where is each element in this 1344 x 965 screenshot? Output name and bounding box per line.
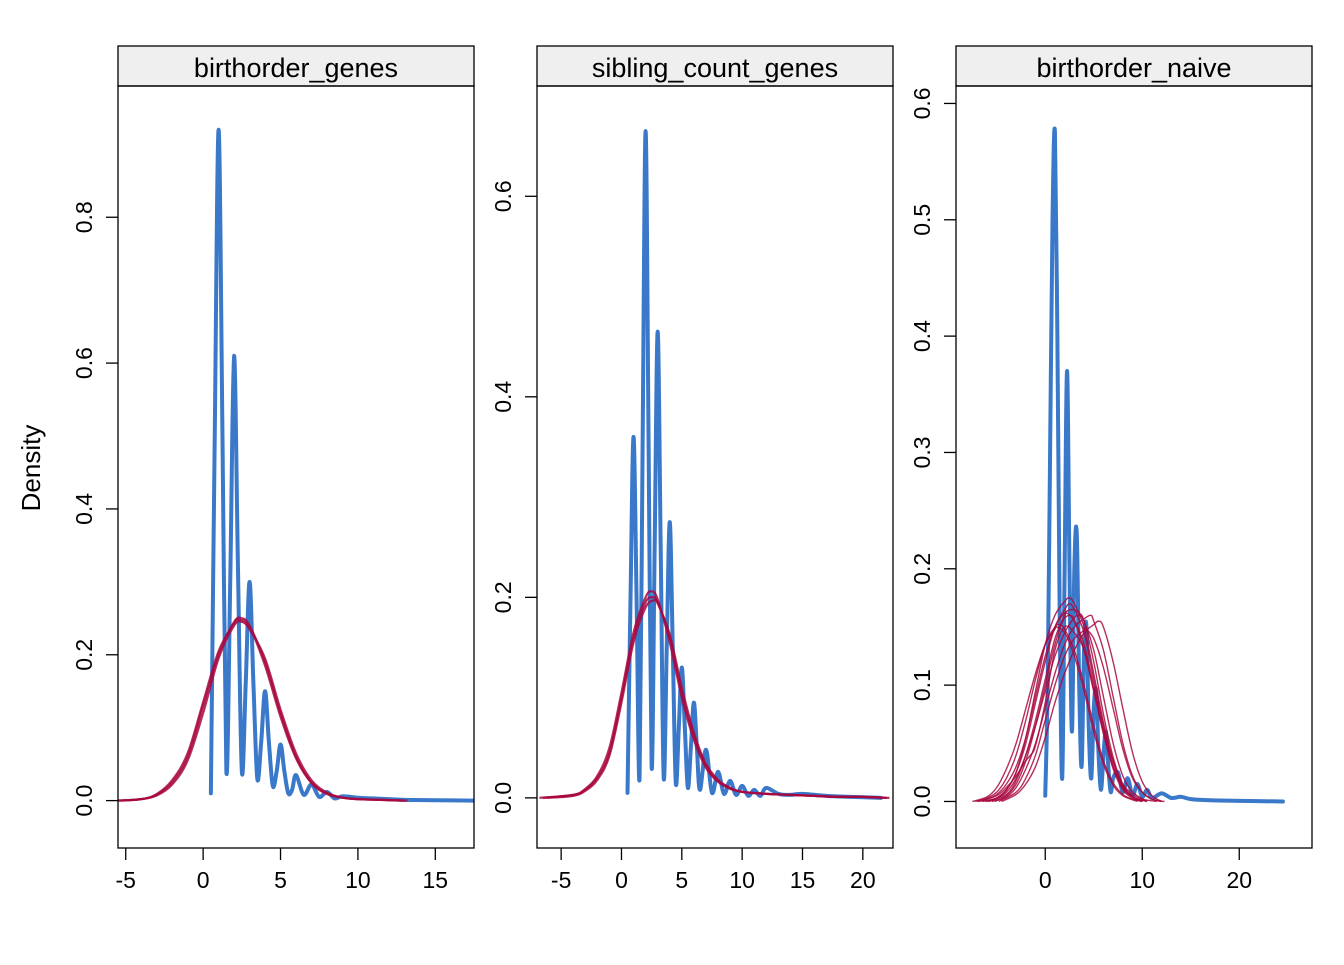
panel-series xyxy=(539,129,890,800)
y-tick-label: 0.6 xyxy=(909,87,935,119)
y-tick-label: 0.6 xyxy=(490,180,516,212)
observed-density-line xyxy=(1043,126,1285,804)
y-tick-label: 0.2 xyxy=(490,581,516,613)
panel-title: sibling_count_genes xyxy=(592,53,838,83)
x-tick-label: 0 xyxy=(1039,867,1052,893)
panel-birthorder_naive: birthorder_naive 0 10 20 0.0 0.1 0.2 0.3 0.4 0.5 0… xyxy=(909,45,1313,893)
y-tick-label: 0.1 xyxy=(909,669,935,701)
x-tick-label: 20 xyxy=(1226,867,1252,893)
x-tick-label: 0 xyxy=(615,867,628,893)
panel-strip xyxy=(955,45,1313,87)
y-tick-label: 0.0 xyxy=(71,785,97,817)
x-tick-label: 5 xyxy=(675,867,688,893)
panel-title: birthorder_naive xyxy=(1036,53,1231,83)
panel-frame xyxy=(536,85,894,849)
imputed-density-line-11 xyxy=(977,608,1148,803)
observed-density-line xyxy=(208,127,474,803)
imputed-density-line-12 xyxy=(988,611,1143,803)
panel-birthorder_genes: birthorder_genes -5 0 5 10 15 0.0 0.2 0.4 0.6 0.8 xyxy=(71,45,475,893)
imputed-density-line-8 xyxy=(984,614,1148,803)
y-tick-label: 0.4 xyxy=(909,320,935,352)
panel-sibling_count_genes: sibling_count_genes -5 0 5 10 15 20 0.0 0.2 0.4 0.… xyxy=(490,45,894,893)
panel-series xyxy=(118,127,474,803)
imputed-density-line-10 xyxy=(1001,620,1163,803)
panel-frame xyxy=(955,85,1313,849)
x-tick-label: 5 xyxy=(274,867,287,893)
x-tick-label: 0 xyxy=(197,867,210,893)
panel-title: birthorder_genes xyxy=(194,53,398,83)
x-tick-label: -5 xyxy=(551,867,571,893)
y-tick-label: 0.2 xyxy=(909,553,935,585)
x-tick-label: -5 xyxy=(116,867,136,893)
x-tick-label: 10 xyxy=(1129,867,1155,893)
imputed-density-line-2 xyxy=(539,590,890,799)
y-tick-label: 0.2 xyxy=(71,639,97,671)
y-tick-label: 0.3 xyxy=(909,436,935,468)
panel-frame xyxy=(117,85,475,849)
x-tick-label: 15 xyxy=(423,867,449,893)
imputed-density-line-4 xyxy=(986,597,1143,803)
panel-strip xyxy=(536,45,894,87)
imputed-density-line-1 xyxy=(118,616,405,802)
y-tick-label: 0.5 xyxy=(909,204,935,236)
y-tick-label: 0.4 xyxy=(490,381,516,413)
imputed-density-line-1 xyxy=(542,596,888,799)
x-tick-label: 10 xyxy=(345,867,371,893)
x-tick-label: 10 xyxy=(729,867,755,893)
y-tick-label: 0.8 xyxy=(71,201,97,233)
observed-density-line xyxy=(625,129,883,800)
y-tick-label: 0.0 xyxy=(909,785,935,817)
x-tick-label: 20 xyxy=(850,867,876,893)
imputed-density-line-3 xyxy=(546,598,885,799)
y-tick-label: 0.0 xyxy=(490,782,516,814)
y-tick-label: 0.6 xyxy=(71,347,97,379)
y-tick-label: 0.4 xyxy=(71,493,97,525)
imputed-density-line-7 xyxy=(998,627,1165,803)
panel-series xyxy=(972,126,1285,804)
imputed-density-line-6 xyxy=(972,625,1138,803)
imputed-density-line-3 xyxy=(118,618,408,802)
y-axis-label: Density xyxy=(16,425,46,512)
x-tick-label: 15 xyxy=(790,867,816,893)
imputed-density-line-3 xyxy=(991,614,1162,803)
panel-strip xyxy=(117,45,475,87)
